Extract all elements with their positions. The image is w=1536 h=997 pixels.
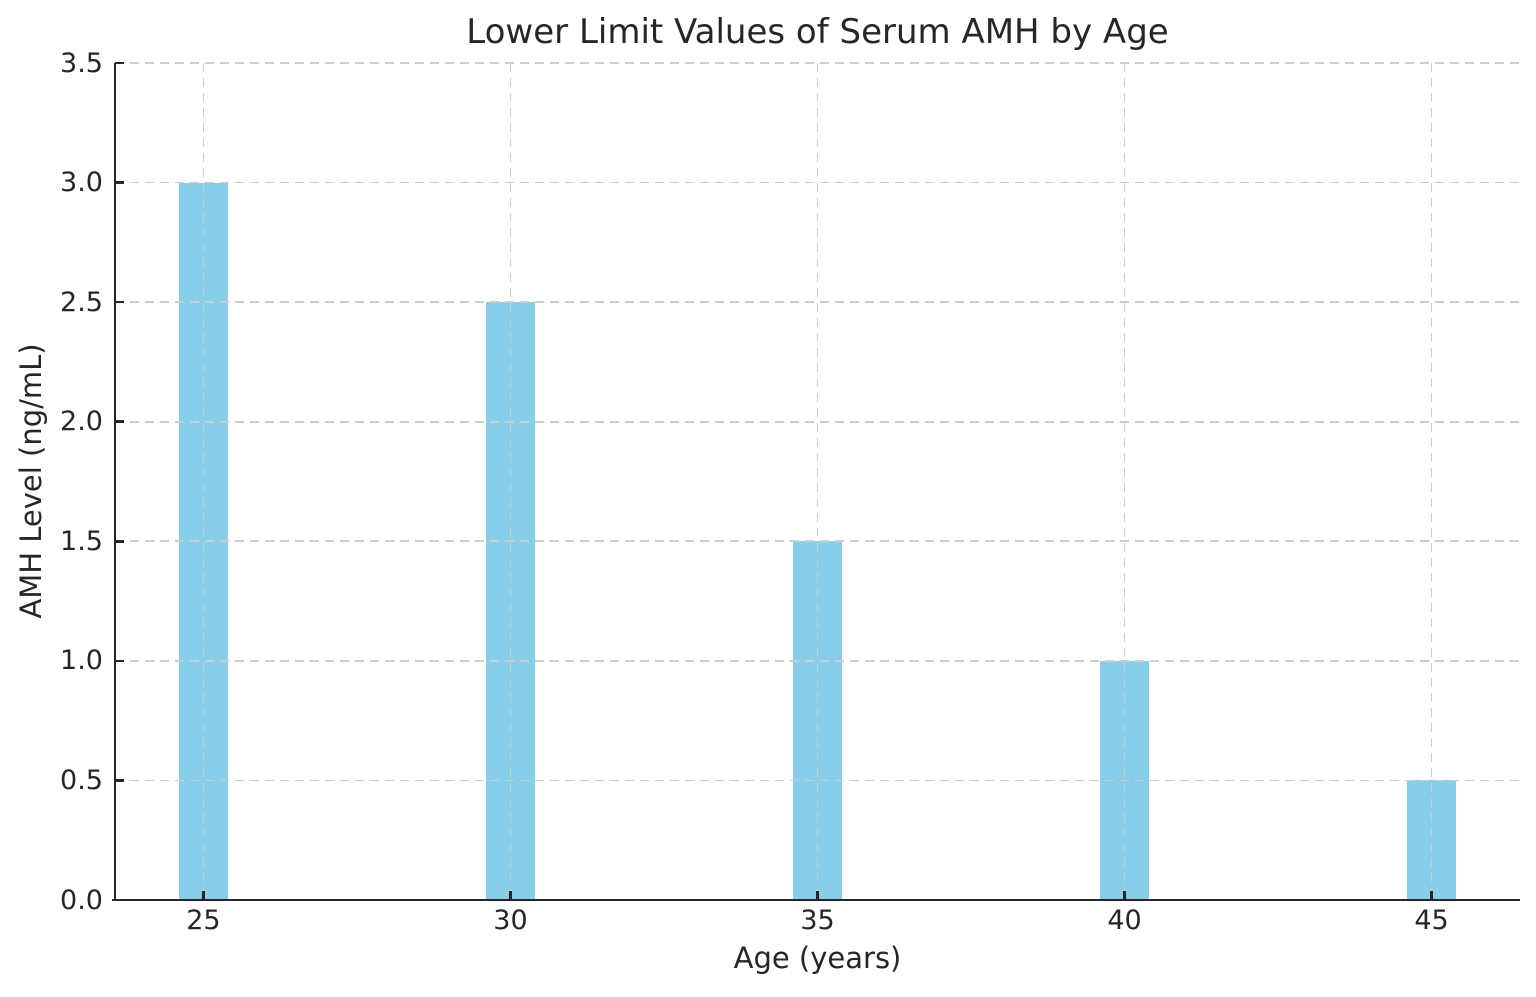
x-tick-label: 40 bbox=[1107, 905, 1142, 936]
y-tick-mark bbox=[115, 61, 124, 65]
x-axis-label: Age (years) bbox=[733, 941, 902, 975]
x-tick-mark bbox=[816, 891, 819, 900]
y-tick-label: 1.0 bbox=[60, 645, 103, 677]
y-tick-label: 3.0 bbox=[60, 167, 103, 199]
x-tick-label: 35 bbox=[800, 905, 835, 936]
y-tick-label: 1.5 bbox=[60, 525, 103, 557]
y-tick-mark bbox=[115, 659, 124, 663]
x-tick-mark bbox=[1430, 891, 1433, 900]
x-tick-mark bbox=[1123, 891, 1126, 900]
v-gridline bbox=[509, 63, 512, 900]
v-gridline bbox=[816, 63, 819, 900]
x-tick-label: 30 bbox=[493, 905, 528, 936]
y-axis-label: AMH Level (ng/mL) bbox=[14, 343, 48, 619]
y-axis-spine bbox=[113, 63, 117, 902]
v-gridline bbox=[1123, 63, 1126, 900]
y-tick-label: 2.5 bbox=[60, 286, 103, 318]
x-tick-label: 25 bbox=[186, 905, 221, 936]
x-tick-mark bbox=[202, 891, 205, 900]
y-tick-mark bbox=[115, 779, 124, 782]
x-axis-spine bbox=[112, 898, 1520, 902]
y-tick-mark bbox=[115, 540, 124, 543]
y-tick-label: 0.0 bbox=[60, 884, 103, 916]
x-tick-mark bbox=[509, 891, 512, 900]
y-tick-label: 0.5 bbox=[60, 764, 103, 796]
y-tick-mark bbox=[115, 420, 124, 423]
y-tick-label: 2.0 bbox=[60, 406, 103, 438]
x-tick-label: 45 bbox=[1414, 905, 1449, 936]
y-tick-label: 3.5 bbox=[60, 47, 103, 79]
plot-area: 0.0 0.5 1.0 1.5 2.0 2.5 3.0 3.5 25 30 35 40 45 bbox=[60, 50, 1520, 936]
y-tick-mark bbox=[115, 181, 124, 184]
v-gridline bbox=[202, 63, 205, 900]
y-tick-mark bbox=[115, 898, 124, 902]
v-gridline bbox=[1430, 63, 1433, 900]
y-tick-mark bbox=[115, 300, 124, 304]
chart-title: Lower Limit Values of Serum AMH by Age bbox=[466, 12, 1169, 52]
